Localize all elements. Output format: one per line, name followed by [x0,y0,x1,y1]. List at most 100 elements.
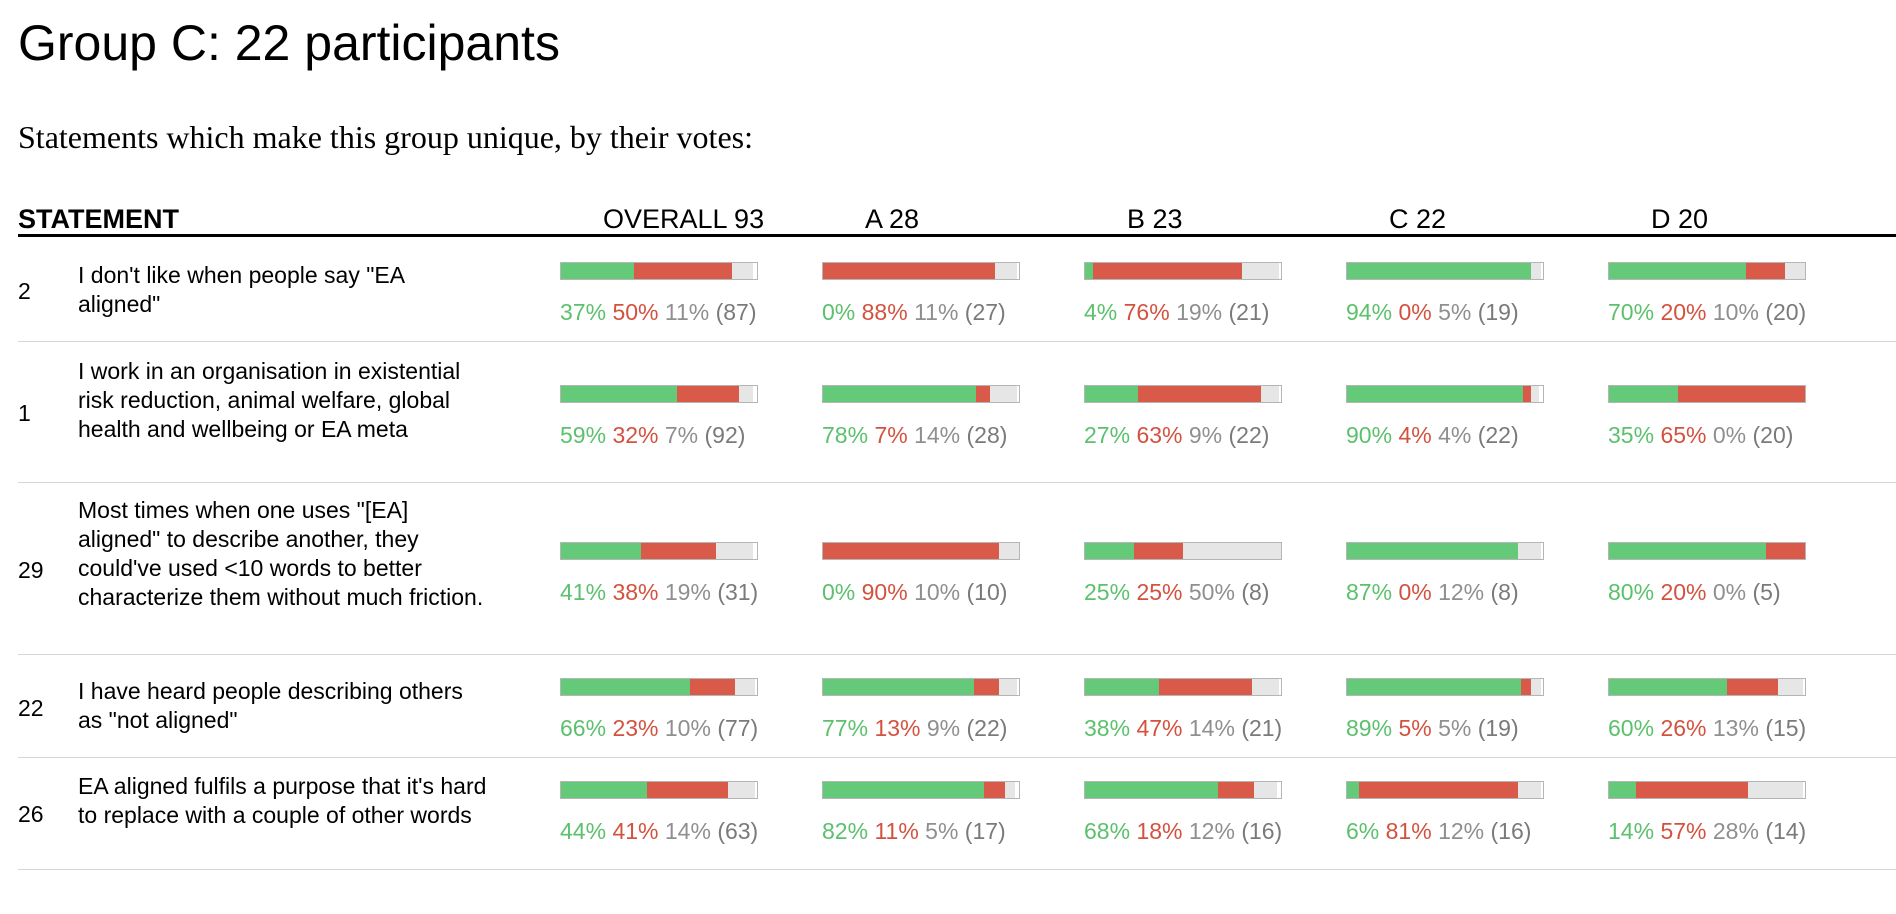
vote-bar [1346,385,1544,403]
agree-segment [1347,543,1518,559]
vote-bar [822,678,1020,696]
agree-segment [1085,679,1160,695]
vote-bar [1084,542,1282,560]
agree-segment [1347,386,1524,402]
vote-percentages: 37% 50% 11% (87) [560,299,757,326]
pass-segment [1531,386,1540,402]
vote-bar [560,781,758,799]
vote-percentages: 38% 47% 14% (21) [1084,715,1282,742]
disagree-percent: 7% [874,422,908,448]
pass-segment [1777,679,1804,695]
column-header-overall: OVERALL 93 [603,204,765,234]
page-title: Group C: 22 participants [18,15,560,71]
vote-bar [1346,542,1544,560]
vote-count: (27) [964,299,1006,325]
vote-percentages: 59% 32% 7% (92) [560,422,745,449]
vote-percentages: 90% 4% 4% (22) [1346,422,1519,449]
vote-cell-overall: 41% 38% 19% (31) [560,542,790,605]
agree-percent: 87% [1346,579,1393,605]
vote-bar [822,542,1020,560]
vote-percentages: 89% 5% 5% (19) [1346,715,1519,742]
header-divider [18,234,1896,237]
vote-cell-a: 77% 13% 9% (22) [822,678,1052,741]
pass-percent: 10% [1712,299,1759,325]
agree-segment [1609,386,1678,402]
statement-column-header: STATEMENT [18,204,179,234]
vote-cell-d: 70% 20% 10% (20) [1608,262,1838,325]
pass-percent: 5% [1438,299,1472,325]
pass-percent: 14% [1188,715,1235,741]
pass-percent: 19% [664,579,711,605]
vote-percentages: 82% 11% 5% (17) [822,818,1006,845]
pass-percent: 10% [914,579,961,605]
vote-percentages: 77% 13% 9% (22) [822,715,1007,742]
disagree-segment [1746,263,1786,279]
agree-percent: 44% [560,818,607,844]
disagree-segment [647,782,728,798]
disagree-percent: 20% [1660,579,1707,605]
vote-count: (22) [966,715,1008,741]
vote-percentages: 27% 63% 9% (22) [1084,422,1269,449]
disagree-percent: 88% [861,299,908,325]
vote-bar [560,385,758,403]
vote-count: (17) [964,818,1006,844]
vote-cell-b: 25% 25% 50% (8) [1084,542,1314,605]
pass-percent: 9% [926,715,961,741]
disagree-segment [676,386,740,402]
pass-percent: 14% [914,422,961,448]
vote-count: (8) [1241,579,1270,605]
vote-bar [560,542,758,560]
vote-cell-c: 90% 4% 4% (22) [1346,385,1576,448]
vote-cell-c: 89% 5% 5% (19) [1346,678,1576,741]
pass-segment [1183,543,1281,559]
vote-bar [1608,781,1806,799]
vote-count: (15) [1765,715,1807,741]
vote-bar [1084,781,1282,799]
pass-percent: 4% [1438,422,1472,448]
pass-segment [1253,782,1278,798]
agree-segment [561,263,634,279]
vote-count: (63) [717,818,759,844]
agree-percent: 37% [560,299,607,325]
vote-percentages: 6% 81% 12% (16) [1346,818,1531,845]
agree-percent: 80% [1608,579,1655,605]
vote-percentages: 35% 65% 0% (20) [1608,422,1793,449]
vote-cell-overall: 66% 23% 10% (77) [560,678,790,741]
vote-cell-a: 78% 7% 14% (28) [822,385,1052,448]
vote-count: (16) [1241,818,1283,844]
pass-segment [727,782,756,798]
vote-bar [1608,678,1806,696]
agree-segment [561,782,648,798]
agree-percent: 82% [822,818,869,844]
disagree-percent: 0% [1398,579,1432,605]
vote-cell-b: 68% 18% 12% (16) [1084,781,1314,844]
vote-cell-c: 6% 81% 12% (16) [1346,781,1576,844]
pass-percent: 12% [1188,818,1235,844]
column-header-d: D 20 [1651,204,1709,234]
agree-percent: 27% [1084,422,1131,448]
agree-segment [1347,263,1532,279]
disagree-segment [1134,543,1183,559]
statement-text: Most times when one uses "[EA] aligned" … [78,497,484,610]
vote-percentages: 0% 90% 10% (10) [822,579,1007,606]
vote-count: (31) [717,579,759,605]
disagree-segment [1765,543,1805,559]
agree-percent: 77% [822,715,869,741]
agree-percent: 0% [822,299,856,325]
disagree-percent: 50% [612,299,659,325]
disagree-percent: 65% [1660,422,1707,448]
pass-segment [731,263,754,279]
pass-segment [1251,679,1280,695]
vote-cell-a: 0% 90% 10% (10) [822,542,1052,605]
disagree-percent: 13% [874,715,921,741]
vote-count: (28) [966,422,1008,448]
disagree-segment [690,679,736,695]
pass-segment [1241,263,1280,279]
vote-bar [1608,385,1806,403]
vote-percentages: 4% 76% 19% (21) [1084,299,1269,326]
vote-cell-d: 80% 20% 0% (5) [1608,542,1838,605]
vote-cell-d: 35% 65% 0% (20) [1608,385,1838,448]
disagree-percent: 23% [612,715,659,741]
statement-text: EA aligned fulfils a purpose that it's h… [78,773,487,828]
agree-percent: 41% [560,579,607,605]
